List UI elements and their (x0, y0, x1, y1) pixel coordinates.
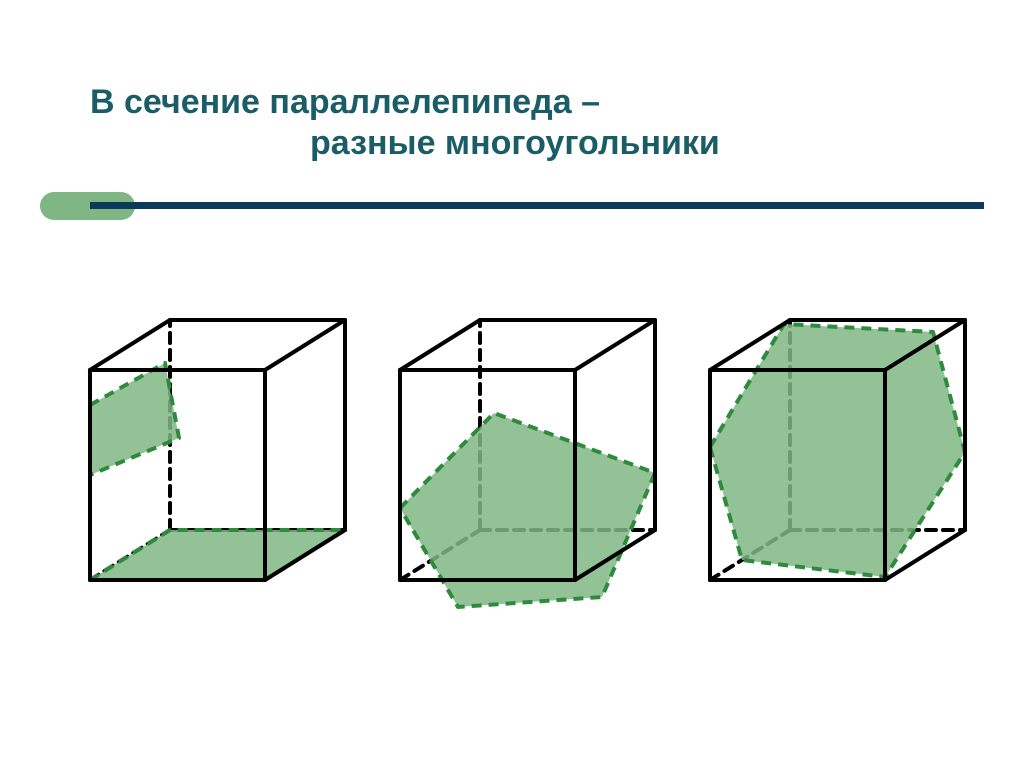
cube-figure-2 (380, 290, 660, 610)
title-line-1: В сечение параллелепипеда – (90, 82, 964, 123)
slide: В сечение параллелепипеда – разные много… (0, 0, 1024, 767)
figures-row (0, 290, 1024, 660)
divider-bar (90, 202, 984, 209)
cube-figure-1 (70, 290, 350, 610)
divider (40, 190, 984, 210)
title: В сечение параллелепипеда – разные много… (90, 82, 964, 164)
title-line-2: разные многоугольники (90, 123, 964, 164)
cube-figure-3 (690, 290, 970, 610)
